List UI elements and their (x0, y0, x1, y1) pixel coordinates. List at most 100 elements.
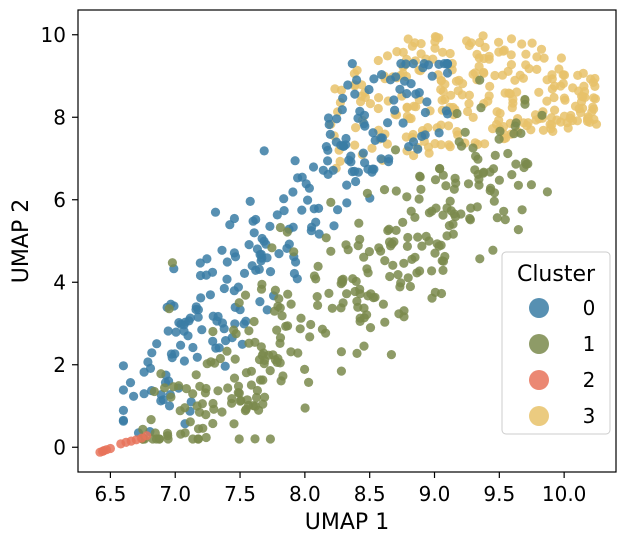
data-point-cluster-0 (195, 270, 206, 281)
data-point-cluster-1 (384, 224, 394, 234)
data-point-cluster-3 (527, 38, 537, 48)
data-point-cluster-1 (201, 410, 211, 420)
data-point-cluster-3 (430, 43, 440, 53)
data-point-cluster-3 (423, 123, 433, 133)
data-point-cluster-3 (538, 125, 549, 135)
data-point-cluster-0 (420, 107, 430, 118)
points-layer (95, 31, 602, 457)
data-point-cluster-1 (499, 206, 509, 216)
data-point-cluster-1 (463, 179, 474, 189)
x-tick-label: 7.0 (159, 482, 191, 506)
data-point-cluster-1 (250, 434, 260, 444)
data-point-cluster-0 (247, 261, 257, 271)
data-point-cluster-0 (139, 367, 149, 377)
data-point-cluster-1 (295, 324, 305, 334)
data-point-cluster-3 (454, 75, 464, 85)
data-point-cluster-3 (554, 64, 564, 74)
data-point-cluster-1 (160, 383, 170, 393)
data-point-cluster-1 (281, 321, 291, 331)
data-point-cluster-1 (511, 159, 521, 169)
data-point-cluster-3 (515, 70, 525, 80)
data-point-cluster-0 (383, 157, 394, 167)
data-point-cluster-1 (337, 277, 348, 287)
data-point-cluster-3 (506, 60, 516, 70)
data-point-cluster-1 (277, 311, 287, 321)
data-point-cluster-1 (513, 180, 524, 190)
x-axis-label: UMAP 1 (305, 510, 389, 535)
data-point-cluster-1 (362, 188, 372, 198)
data-point-cluster-1 (151, 434, 162, 444)
data-point-cluster-1 (234, 434, 244, 444)
data-point-cluster-1 (168, 382, 178, 392)
data-point-cluster-1 (283, 289, 293, 299)
data-point-cluster-1 (354, 218, 364, 228)
data-point-cluster-0 (434, 128, 444, 138)
data-point-cluster-3 (495, 108, 505, 118)
data-point-cluster-1 (511, 118, 521, 128)
data-point-cluster-3 (407, 41, 417, 51)
data-point-cluster-1 (427, 206, 437, 216)
data-point-cluster-0 (205, 290, 215, 300)
data-point-cluster-3 (494, 37, 504, 47)
data-point-cluster-1 (500, 215, 510, 225)
data-point-cluster-1 (180, 428, 190, 438)
data-point-cluster-0 (191, 304, 201, 315)
data-point-cluster-1 (313, 261, 323, 271)
data-point-cluster-1 (537, 110, 547, 120)
data-point-cluster-1 (246, 380, 256, 390)
data-point-cluster-0 (308, 162, 319, 172)
legend-label-0: 0 (583, 296, 596, 320)
data-point-cluster-0 (118, 415, 128, 425)
data-point-cluster-0 (293, 173, 303, 183)
data-point-cluster-3 (556, 53, 567, 63)
data-point-cluster-1 (181, 384, 191, 394)
data-point-cluster-3 (443, 121, 454, 131)
data-point-cluster-1 (454, 137, 464, 147)
data-point-cluster-0 (274, 249, 284, 259)
data-point-cluster-0 (176, 340, 186, 350)
data-point-cluster-1 (343, 245, 353, 255)
data-point-cluster-3 (559, 70, 570, 80)
data-point-cluster-3 (480, 139, 490, 149)
data-point-cluster-1 (191, 370, 201, 380)
data-point-cluster-0 (314, 229, 324, 239)
data-point-cluster-3 (463, 106, 473, 117)
data-point-cluster-3 (524, 64, 534, 74)
data-point-cluster-0 (156, 396, 166, 406)
data-point-cluster-0 (225, 220, 235, 230)
data-point-cluster-3 (474, 61, 484, 71)
data-point-cluster-0 (244, 240, 254, 250)
legend-title: Cluster (517, 262, 596, 287)
data-point-cluster-1 (475, 254, 485, 264)
data-point-cluster-0 (255, 297, 265, 307)
data-point-cluster-3 (464, 99, 474, 109)
data-point-cluster-1 (438, 256, 449, 266)
data-point-cluster-3 (402, 103, 412, 113)
data-point-cluster-0 (398, 118, 408, 128)
data-point-cluster-1 (230, 354, 240, 364)
data-point-cluster-1 (305, 332, 315, 342)
data-point-cluster-0 (364, 84, 374, 95)
data-point-cluster-1 (402, 192, 412, 202)
data-point-cluster-1 (403, 232, 413, 243)
data-point-cluster-1 (520, 99, 530, 109)
y-axis-label: UMAP 2 (9, 199, 34, 283)
data-point-cluster-2 (105, 443, 115, 454)
data-point-cluster-0 (220, 361, 230, 371)
data-point-cluster-3 (563, 123, 573, 133)
data-point-cluster-0 (139, 389, 149, 399)
y-axis: 0 2 4 6 8 10 (41, 23, 78, 459)
data-point-cluster-0 (245, 196, 255, 206)
data-point-cluster-0 (259, 146, 269, 156)
data-point-cluster-1 (321, 328, 331, 338)
data-point-cluster-3 (373, 103, 383, 114)
data-point-cluster-0 (351, 176, 361, 187)
data-point-cluster-3 (542, 96, 552, 106)
y-tick-label: 6 (53, 188, 66, 212)
data-point-cluster-3 (517, 39, 527, 49)
data-point-cluster-0 (183, 331, 193, 341)
data-point-cluster-3 (416, 49, 426, 59)
data-point-cluster-0 (377, 70, 387, 80)
data-point-cluster-3 (468, 69, 478, 79)
data-point-cluster-1 (488, 245, 498, 255)
